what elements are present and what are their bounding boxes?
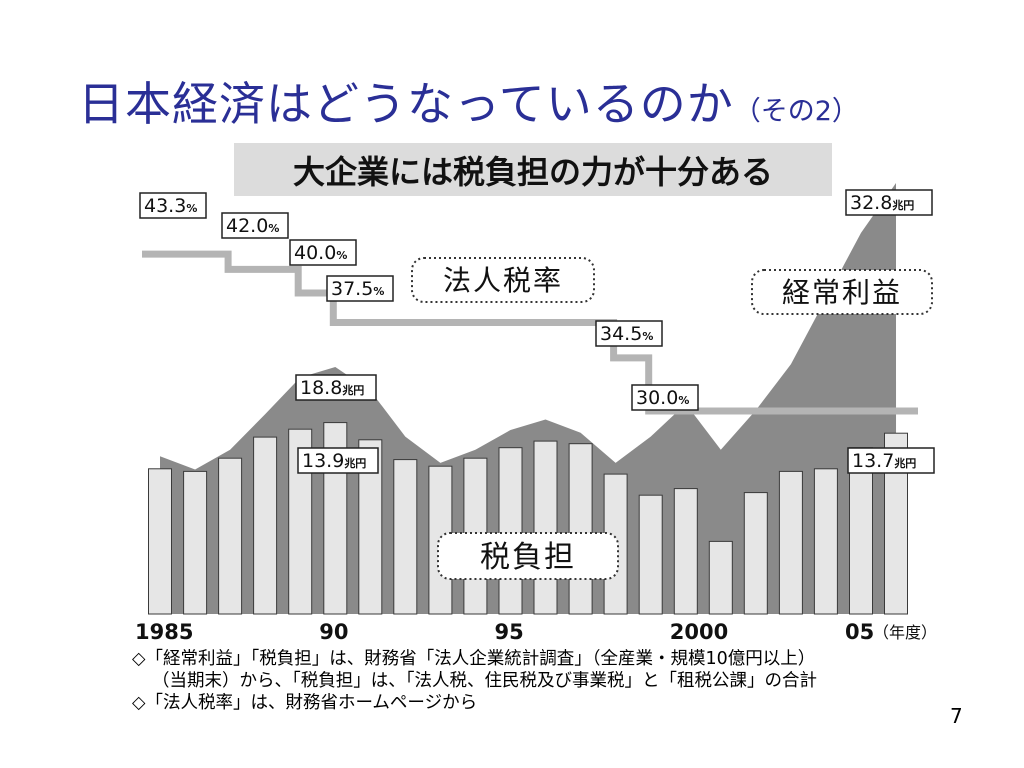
data-label-unit: 兆円 xyxy=(342,383,364,397)
x-unit-label: （年度） xyxy=(873,623,937,642)
data-label-box xyxy=(847,447,935,474)
data-label-text: 13.9兆円 xyxy=(302,450,366,472)
page-number: 7 xyxy=(950,704,963,728)
series-tag-profit-box xyxy=(751,269,933,315)
series-tag-tax-box xyxy=(437,532,619,580)
note-line-2: （当期末）から、「税負担」は、「法人税、住民税及び事業税」と「租税公課」の合計 xyxy=(152,671,817,691)
chart-title-banner xyxy=(234,143,832,196)
chart-title: 大企業には税負担の力が十分ある xyxy=(293,153,773,191)
data-label-8: 32.8兆円 xyxy=(845,189,933,216)
tax-bar-2002 xyxy=(743,492,768,615)
data-label-text: 30.0% xyxy=(636,387,689,409)
data-label-box xyxy=(221,212,289,239)
data-label-box xyxy=(845,189,933,216)
data-label-3: 40.0% xyxy=(289,239,357,266)
data-label-box xyxy=(295,374,377,401)
x-tick-label-1985: 1985 xyxy=(135,620,193,644)
tax-bar-1989 xyxy=(288,428,313,615)
data-label-value: 32.8 xyxy=(850,192,892,214)
tax-bar-2004 xyxy=(813,468,838,615)
data-label-9: 13.9兆円 xyxy=(297,447,379,474)
tax-bar-1987 xyxy=(218,457,243,615)
series-tag-tax-text: 税負担 xyxy=(480,540,576,575)
data-label-5: 34.5% xyxy=(595,320,663,347)
data-label-box xyxy=(289,239,357,266)
tax-bar-1988 xyxy=(253,436,278,615)
tax-bar-2000 xyxy=(673,488,698,615)
x-tick-label-05: 05 xyxy=(845,620,874,644)
tax-bar-1985 xyxy=(148,468,172,615)
note-line-1: ◇「経常利益」「税負担」は、財務省「法人企業統計調査」（全産業・規模10億円以上… xyxy=(132,649,816,669)
x-tick-label-95: 95 xyxy=(495,620,524,644)
data-label-2: 42.0% xyxy=(221,212,289,239)
x-tick-label-2000: 2000 xyxy=(670,620,728,644)
data-label-10: 13.7兆円 xyxy=(847,447,935,474)
series-tag-profit: 経常利益 xyxy=(751,269,933,315)
data-label-value: 13.9 xyxy=(302,450,344,472)
data-label-value: 13.7 xyxy=(852,450,894,472)
data-label-text: 18.8兆円 xyxy=(300,377,364,399)
data-label-1: 43.3% xyxy=(139,192,207,219)
series-tag-profit-text: 経常利益 xyxy=(782,276,902,309)
data-label-box xyxy=(631,384,699,411)
data-label-value: 18.8 xyxy=(300,377,342,399)
chart-notes: ◇「経常利益」「税負担」は、財務省「法人企業統計調査」（全産業・規模10億円以上… xyxy=(132,648,817,714)
data-label-unit: 兆円 xyxy=(894,456,916,470)
tax-bar-2003 xyxy=(778,470,803,615)
tax-rate-line xyxy=(142,250,918,415)
data-label-value: 34.5 xyxy=(600,323,642,345)
data-label-unit: % xyxy=(373,285,384,298)
data-label-value: 42.0 xyxy=(226,215,268,237)
data-label-text: 13.7兆円 xyxy=(852,450,916,472)
tax-bar-2001 xyxy=(708,540,733,615)
data-label-unit: % xyxy=(186,202,197,215)
slide-subtitle: （その2） xyxy=(733,96,859,127)
data-label-text: 40.0% xyxy=(294,242,347,264)
data-label-box xyxy=(326,275,394,302)
data-label-box xyxy=(297,447,379,474)
data-label-text: 32.8兆円 xyxy=(850,192,914,214)
data-label-text: 42.0% xyxy=(226,215,279,237)
series-tag-tax-rate-box xyxy=(411,257,595,303)
data-label-unit: % xyxy=(678,394,689,407)
note-line-3: ◇「法人税率」は、財務省ホームページから xyxy=(132,693,478,713)
data-label-box xyxy=(139,192,207,219)
data-label-value: 43.3 xyxy=(144,195,186,217)
data-label-value: 30.0 xyxy=(636,387,678,409)
data-label-4: 37.5% xyxy=(326,275,394,302)
tax-bar-1986 xyxy=(183,470,208,615)
tax-bar-1995 xyxy=(498,447,523,615)
tax-bar-1999 xyxy=(638,494,663,615)
tax-bar-2006 xyxy=(884,432,908,615)
x-tick-label-90: 90 xyxy=(319,620,348,644)
data-label-7: 18.8兆円 xyxy=(295,374,377,401)
series-tag-tax-rate-text: 法人税率 xyxy=(443,264,563,297)
tax-bar-1992 xyxy=(393,459,418,615)
slide-title-main: 日本経済はどうなっているのか xyxy=(78,77,734,131)
data-label-unit: 兆円 xyxy=(892,198,914,212)
data-label-box xyxy=(595,320,663,347)
data-label-6: 30.0% xyxy=(631,384,699,411)
tax-bar-1997 xyxy=(568,443,593,615)
data-label-text: 34.5% xyxy=(600,323,653,345)
data-label-unit: % xyxy=(268,222,279,235)
tax-bar-1996 xyxy=(533,440,558,615)
data-label-unit: % xyxy=(642,330,653,343)
data-label-text: 37.5% xyxy=(331,278,384,300)
data-label-unit: % xyxy=(336,249,347,262)
data-label-unit: 兆円 xyxy=(344,456,366,470)
series-tag-tax: 税負担 xyxy=(437,532,619,580)
slide-title: 日本経済はどうなっているのか（その2） xyxy=(78,68,859,134)
data-label-value: 40.0 xyxy=(294,242,336,264)
tax-bar-1991 xyxy=(358,439,383,615)
data-label-value: 37.5 xyxy=(331,278,373,300)
data-label-text: 43.3% xyxy=(144,195,197,217)
series-tag-tax-rate: 法人税率 xyxy=(411,257,595,303)
